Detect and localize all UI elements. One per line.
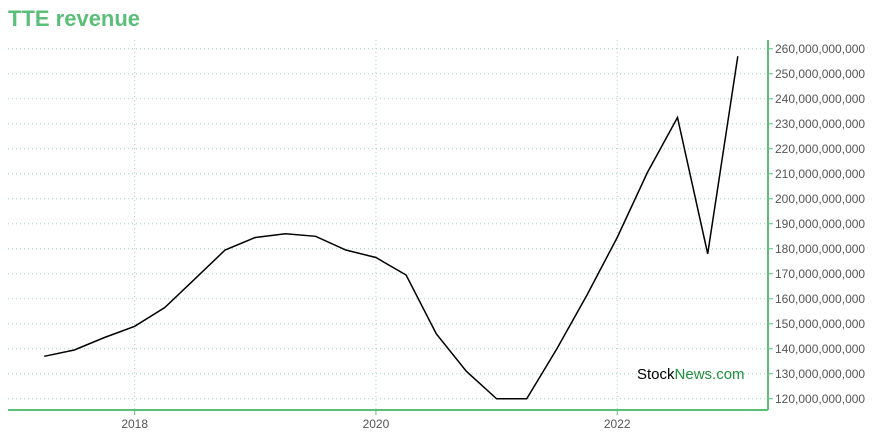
data-point <box>616 237 618 239</box>
x-tick-label: 2022 <box>604 417 631 431</box>
data-point <box>556 348 558 350</box>
data-point <box>285 233 287 235</box>
data-point <box>496 398 498 400</box>
data-point <box>405 274 407 276</box>
y-tick-label: 260,000,000,000 <box>775 42 865 56</box>
watermark: StockNews.com <box>637 366 745 383</box>
y-tick-label: 180,000,000,000 <box>775 242 865 256</box>
chart-title: TTE revenue <box>8 6 141 31</box>
y-tick-label: 150,000,000,000 <box>775 317 865 331</box>
data-point <box>254 237 256 239</box>
data-point <box>345 249 347 251</box>
y-axis-ticks: 120,000,000,000 130,000,000,000 140,000,00… <box>768 42 865 406</box>
data-point <box>677 117 679 119</box>
data-point <box>43 355 45 357</box>
data-point <box>465 370 467 372</box>
y-tick-label: 240,000,000,000 <box>775 92 865 106</box>
y-tick-label: 220,000,000,000 <box>775 142 865 156</box>
data-point <box>315 235 317 237</box>
data-point <box>646 172 648 174</box>
data-point <box>737 55 739 57</box>
y-tick-label: 210,000,000,000 <box>775 167 865 181</box>
y-tick-label: 170,000,000,000 <box>775 267 865 281</box>
grid-lines <box>8 40 768 410</box>
data-point <box>526 398 528 400</box>
data-point <box>164 307 166 309</box>
data-point <box>194 278 196 280</box>
data-point <box>586 294 588 296</box>
y-tick-label: 190,000,000,000 <box>775 217 865 231</box>
x-tick-label: 2018 <box>121 417 148 431</box>
data-point <box>707 253 709 255</box>
revenue-line <box>44 56 739 400</box>
y-tick-label: 120,000,000,000 <box>775 392 865 406</box>
y-tick-label: 200,000,000,000 <box>775 192 865 206</box>
watermark-stock: Stock <box>637 366 675 383</box>
y-tick-label: 130,000,000,000 <box>775 367 865 381</box>
y-tick-label: 250,000,000,000 <box>775 67 865 81</box>
data-point <box>73 349 75 351</box>
data-points <box>43 55 739 400</box>
data-point <box>224 249 226 251</box>
y-tick-label: 160,000,000,000 <box>775 292 865 306</box>
data-point <box>375 257 377 259</box>
data-point <box>134 325 136 327</box>
x-tick-label: 2020 <box>363 417 390 431</box>
y-tick-label: 140,000,000,000 <box>775 342 865 356</box>
x-axis-ticks: 2018 2020 2022 <box>121 410 631 431</box>
watermark-com: .com <box>712 366 745 383</box>
watermark-news: News <box>675 366 713 383</box>
data-point <box>104 337 106 339</box>
data-point <box>435 333 437 335</box>
y-tick-label: 230,000,000,000 <box>775 117 865 131</box>
